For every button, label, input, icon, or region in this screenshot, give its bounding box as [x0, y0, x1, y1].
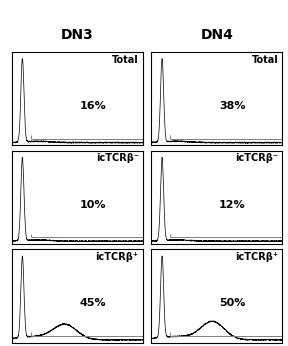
- Text: 10%: 10%: [79, 200, 106, 210]
- Text: 16%: 16%: [79, 101, 106, 111]
- Text: 50%: 50%: [219, 298, 246, 308]
- Text: 38%: 38%: [219, 101, 246, 111]
- Text: 45%: 45%: [79, 298, 106, 308]
- Text: icTCRβ⁻: icTCRβ⁻: [96, 153, 139, 163]
- Text: icTCRβ⁺: icTCRβ⁺: [96, 252, 139, 262]
- Text: 12%: 12%: [219, 200, 246, 210]
- Text: Total: Total: [112, 55, 139, 65]
- Text: Total: Total: [251, 55, 278, 65]
- Text: icTCRβ⁺: icTCRβ⁺: [235, 252, 278, 262]
- Text: DN4: DN4: [200, 28, 233, 42]
- Text: icTCRβ⁻: icTCRβ⁻: [235, 153, 278, 163]
- Text: DN3: DN3: [61, 28, 93, 42]
